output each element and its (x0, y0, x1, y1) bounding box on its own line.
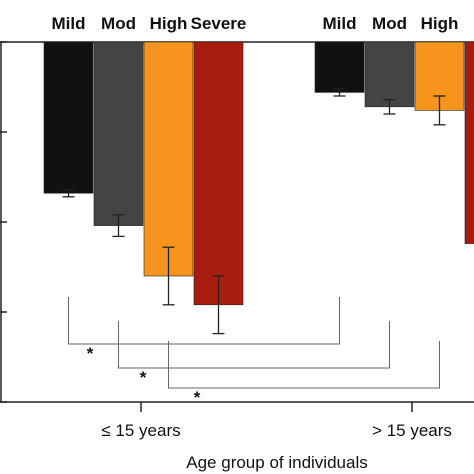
category-label: Mod (101, 14, 136, 33)
category-label: Severe (191, 14, 247, 33)
significance-bracket (68, 297, 340, 345)
axis-layer: ≤ 15 years > 15 years (0, 41, 474, 440)
significance-star: * (194, 388, 201, 407)
category-label-layer: MildModHighSevereMildModHighS (52, 14, 459, 33)
category-label: Mild (323, 14, 357, 33)
error-bar-layer (62, 88, 446, 335)
significance-bracket (168, 341, 440, 389)
bar-layer (43, 41, 474, 306)
bar (43, 41, 94, 194)
category-label: Mild (52, 14, 86, 33)
category-label: Mod (372, 14, 407, 33)
significance-star: * (140, 368, 147, 387)
significance-layer: * * * (68, 297, 440, 407)
x-tick-label: ≤ 15 years (101, 421, 180, 440)
significance-bracket (118, 321, 390, 369)
bar (93, 41, 144, 226)
bar (314, 41, 365, 93)
x-tick-label: > 15 years (372, 421, 452, 440)
x-axis-title: Age group of individuals (186, 453, 367, 472)
category-label: High (150, 14, 188, 33)
bar (464, 41, 474, 244)
bar (193, 41, 244, 306)
bar (364, 41, 415, 108)
category-label: High (421, 14, 459, 33)
bar (143, 41, 194, 277)
significance-star: * (87, 344, 94, 363)
